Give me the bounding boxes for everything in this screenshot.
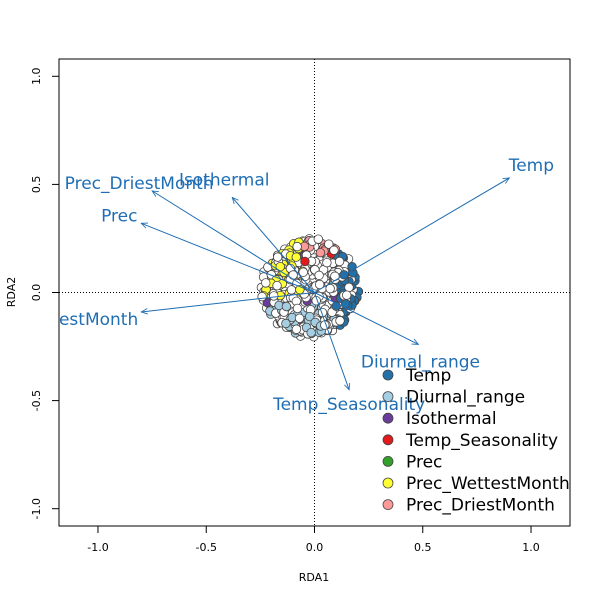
- legend-swatch: [382, 391, 394, 403]
- x-tick-label: 0.5: [414, 541, 432, 554]
- arrow-temp: [314, 178, 510, 293]
- sample-point: [281, 318, 291, 329]
- sample-point: [286, 285, 297, 295]
- legend-label: Diurnal_range: [406, 388, 525, 408]
- arrow-diurnal-range: [314, 292, 419, 345]
- arrow-temp-seasonality: [314, 292, 350, 390]
- sample-point: [261, 278, 271, 288]
- sample-point: [292, 303, 303, 314]
- y-axis-title: RDA2: [5, 277, 18, 307]
- sample-point: [272, 280, 282, 291]
- y-axis: -1.0 -0.5 0.0 0.5 1.0: [30, 68, 59, 519]
- arrow-prec: [141, 223, 315, 293]
- legend-label: Temp_Seasonality: [405, 431, 558, 451]
- sample-point: [269, 291, 279, 301]
- sample-point: [292, 241, 302, 252]
- sample-point: [300, 256, 310, 267]
- legend-swatch: [382, 369, 394, 381]
- arrow-label-prec-wettestmonth: testMonth: [52, 310, 138, 330]
- sample-point: [324, 239, 334, 249]
- legend-label: Prec_WettestMonth: [406, 474, 570, 494]
- sample-point: [342, 290, 352, 300]
- sample-point: [291, 252, 302, 262]
- legend-swatch: [382, 477, 394, 489]
- arrow-label-prec-driestmonth: Prec_DriestMonth: [65, 174, 214, 194]
- legend-swatch: [382, 434, 394, 446]
- sample-point: [294, 313, 305, 323]
- arrow-label-temp-seasonality: Temp_Seasonality: [272, 395, 425, 415]
- arrow-label-isothermal: Isothermal: [179, 170, 270, 190]
- sample-point: [306, 327, 316, 338]
- sample-point: [322, 257, 332, 268]
- sample-point: [314, 279, 325, 290]
- x-tick-label: -1.0: [87, 541, 108, 554]
- sample-point: [347, 261, 357, 272]
- x-axis: -1.0 -0.5 0.0 0.5 1.0: [87, 526, 540, 554]
- arrow-label-diurnal-range: Diurnal_range: [361, 352, 480, 372]
- sample-point: [334, 256, 345, 267]
- sample-point: [281, 301, 292, 312]
- legend: TempDiurnal_rangeIsothermalTemp_Seasonal…: [382, 366, 570, 516]
- sample-point: [315, 247, 326, 258]
- arrow-prec-driestmonth: [152, 191, 315, 293]
- sample-point: [272, 252, 283, 262]
- y-tick-label: -0.5: [30, 390, 43, 411]
- sample-point: [313, 234, 324, 244]
- legend-swatch: [382, 455, 394, 467]
- legend-label: Isothermal: [406, 409, 497, 429]
- x-tick-label: 1.0: [522, 541, 540, 554]
- x-tick-label: 0.0: [306, 541, 324, 554]
- arrow-prec-wettestmonth: [141, 292, 315, 312]
- legend-label: Temp: [405, 366, 451, 386]
- arrow-labels: TempDiurnal_rangeIsothermalTemp_Seasonal…: [52, 156, 554, 415]
- variable-arrows: [141, 178, 509, 390]
- legend-swatch: [382, 412, 394, 424]
- arrow-label-prec: Prec: [101, 206, 137, 226]
- sample-point: [329, 245, 339, 255]
- arrow-isothermal: [232, 197, 315, 293]
- sample-point: [314, 270, 324, 281]
- sample-point: [325, 283, 335, 294]
- sample-point: [257, 291, 267, 302]
- sample-point: [344, 282, 354, 293]
- sample-point: [298, 267, 308, 277]
- sample-point: [304, 311, 315, 322]
- sample-points: [256, 234, 364, 342]
- legend-label: Prec: [406, 452, 442, 472]
- y-tick-label: 0.5: [30, 176, 43, 194]
- sample-point: [291, 324, 302, 334]
- y-tick-label: 0.0: [30, 284, 43, 302]
- arrow-label-temp: Temp: [508, 156, 554, 176]
- y-tick-label: -1.0: [30, 498, 43, 519]
- x-axis-title: RDA1: [299, 571, 329, 584]
- legend-label: Prec_DriestMonth: [406, 496, 555, 516]
- x-tick-label: -0.5: [196, 541, 217, 554]
- sample-point: [335, 316, 345, 326]
- legend-swatch: [382, 499, 394, 511]
- y-tick-label: 1.0: [30, 68, 43, 86]
